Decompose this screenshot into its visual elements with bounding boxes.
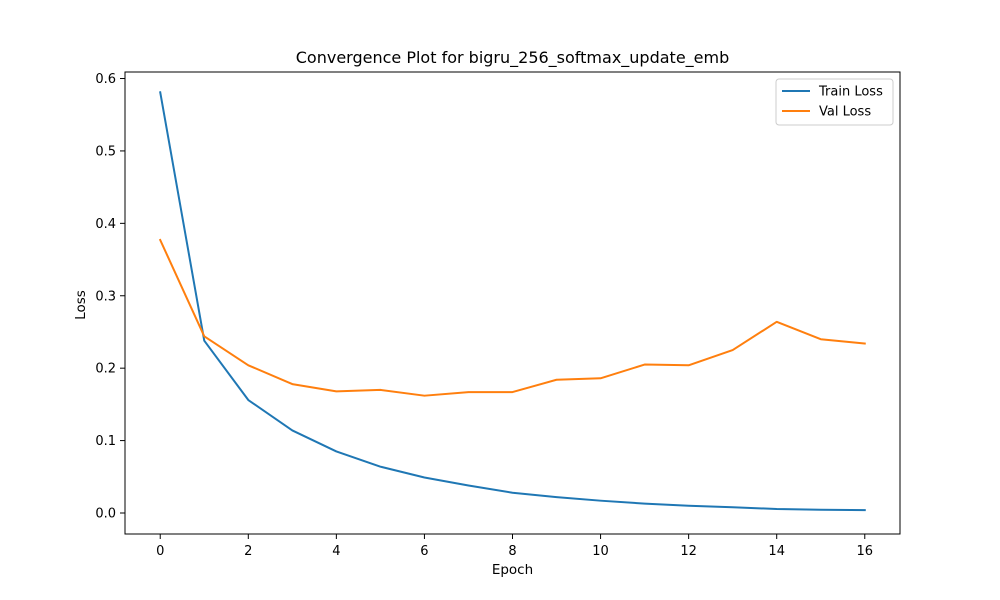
y-tick-label: 0.1 — [95, 434, 116, 449]
y-tick-label: 0.0 — [95, 507, 116, 522]
legend-label-1: Val Loss — [819, 105, 871, 120]
plot-area: 0 2 4 6 8 10 12 14 16 0.0 0.1 0.2 0.3 0.4 0.5 0.6 — [95, 71, 901, 559]
y-axis-title: Loss — [73, 290, 89, 320]
x-axis-title: Epoch — [492, 562, 533, 578]
x-tick-label: 10 — [592, 544, 609, 559]
x-tick-label: 4 — [332, 544, 340, 559]
x-tick-label: 8 — [508, 544, 516, 559]
y-tick-label: 0.3 — [95, 289, 116, 304]
y-tick-label: 0.2 — [95, 362, 116, 377]
legend-label-0: Train Loss — [818, 85, 883, 100]
x-tick-label: 14 — [768, 544, 785, 559]
series-line-1 — [158, 238, 866, 397]
series-line-0 — [159, 91, 866, 512]
x-tick-label: 12 — [680, 544, 697, 559]
legend: Train Loss Val Loss — [775, 78, 894, 126]
x-tick-label: 6 — [420, 544, 428, 559]
x-tick-label: 2 — [244, 544, 252, 559]
chart-title: Convergence Plot for bigru_256_softmax_u… — [296, 48, 730, 68]
y-tick-label: 0.5 — [95, 144, 116, 159]
y-tick-label: 0.4 — [95, 217, 116, 232]
axes-frame — [124, 71, 901, 535]
x-tick-label: 16 — [856, 544, 873, 559]
x-tick-label: 0 — [156, 544, 164, 559]
y-tick-label: 0.6 — [95, 72, 116, 87]
